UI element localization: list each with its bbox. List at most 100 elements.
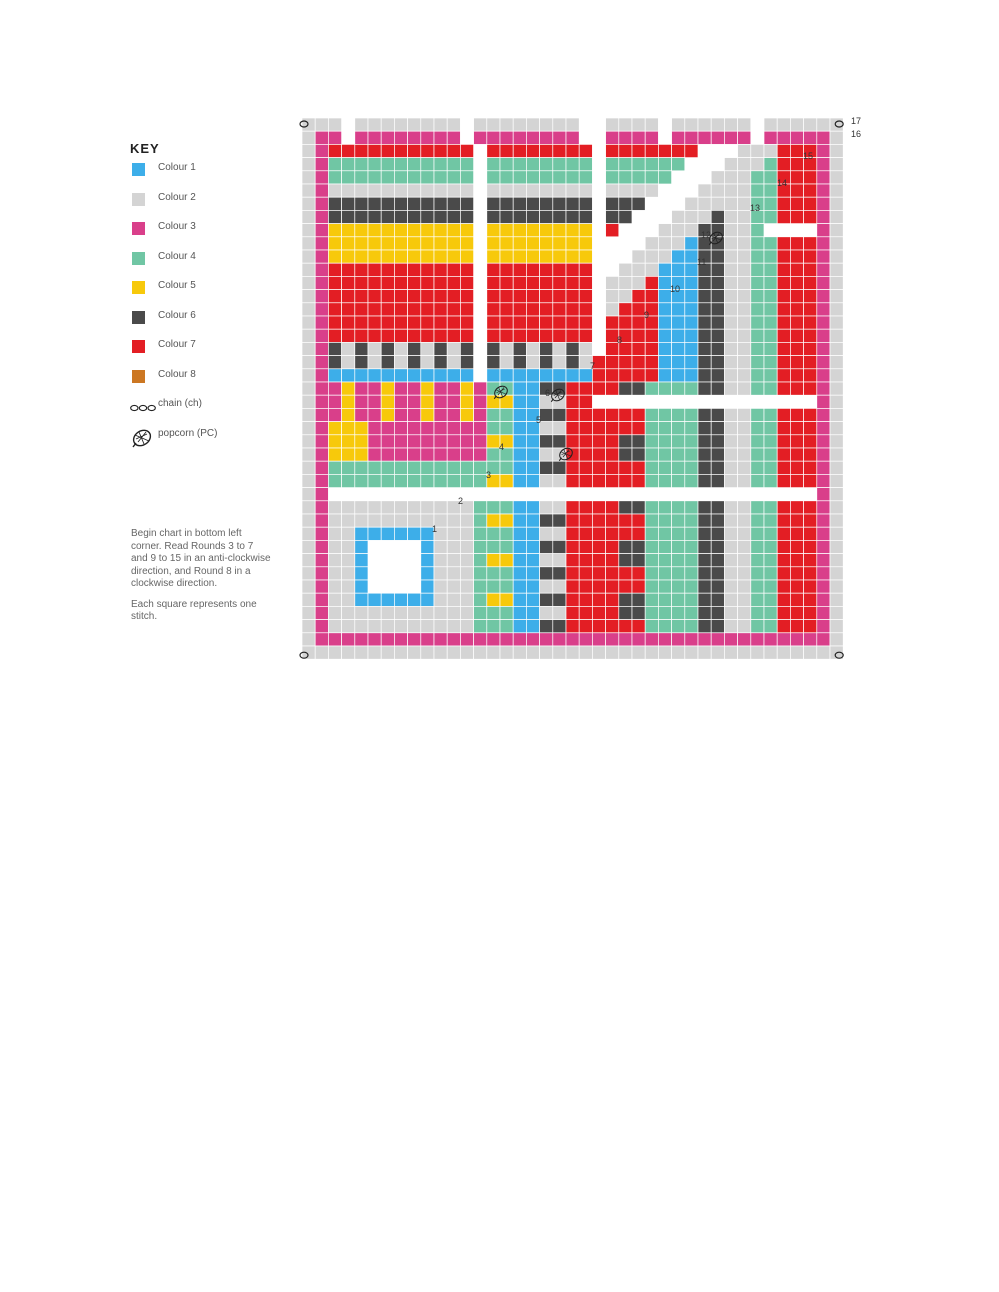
stitch-cell (816, 289, 831, 304)
stitch-cell (380, 276, 395, 290)
stitch-cell (486, 170, 501, 185)
stitch-cell (380, 619, 395, 634)
stitch-cell (565, 500, 580, 515)
stitch-cell (684, 302, 699, 317)
stitch-cell (671, 223, 686, 238)
stitch-cell (433, 645, 448, 660)
stitch-cell (512, 474, 527, 488)
stitch-cell (803, 328, 818, 343)
stitch-cell (314, 262, 329, 277)
stitch-cell (380, 144, 395, 158)
stitch-cell (420, 262, 435, 277)
stitch-cell (539, 447, 554, 462)
stitch-cell (671, 579, 686, 594)
stitch-cell (671, 262, 686, 277)
stitch-cell (354, 223, 369, 238)
stitch-cell (539, 315, 554, 330)
stitch-cell (644, 328, 659, 343)
stitch-cell (460, 144, 474, 158)
stitch-cell (658, 645, 672, 660)
stitch-cell (460, 170, 474, 185)
stitch-cell (328, 553, 342, 568)
stitch-cell (301, 342, 316, 356)
stitch-cell (565, 553, 580, 568)
key-item-colour-2: Colour 2 (130, 192, 300, 222)
stitch-cell (433, 236, 448, 251)
stitch-cell (433, 540, 448, 554)
stitch-cell (539, 236, 554, 251)
stitch-cell (658, 526, 672, 541)
stitch-cell (684, 434, 699, 449)
stitch-cell (618, 315, 633, 330)
stitch-cell (526, 619, 540, 634)
stitch-cell (605, 276, 620, 290)
stitch-cell (803, 355, 818, 370)
stitch-cell (539, 513, 554, 528)
stitch-cell (578, 434, 593, 449)
stitch-cell (684, 645, 699, 660)
stitch-cell (539, 289, 554, 304)
stitch-cell (446, 276, 461, 290)
stitch-cell (394, 157, 408, 172)
stitch-cell (697, 421, 712, 436)
stitch-cell (724, 632, 738, 647)
stitch-cell (394, 368, 408, 383)
stitch-cell (394, 236, 408, 251)
stitch-cell (539, 262, 554, 277)
stitch-cell (314, 421, 329, 436)
stitch-cell (776, 117, 791, 132)
stitch-cell (380, 408, 395, 422)
stitch-cell (407, 183, 422, 198)
stitch-cell (763, 447, 778, 462)
stitch-cell (486, 210, 501, 224)
stitch-cell (763, 157, 778, 172)
stitch-cell (301, 447, 316, 462)
stitch-cell (328, 328, 342, 343)
stitch-cell (486, 645, 501, 660)
stitch-cell (737, 249, 752, 264)
stitch-cell (394, 447, 408, 462)
stitch-cell (790, 196, 804, 211)
stitch-cell (486, 130, 501, 145)
stitch-cell (724, 619, 738, 634)
stitch-cell (314, 170, 329, 185)
stitch-cell (552, 262, 567, 277)
stitch-cell (446, 474, 461, 488)
stitch-cell (512, 408, 527, 422)
stitch-cell (684, 619, 699, 634)
stitch-cell (539, 526, 554, 541)
stitch-cell (446, 619, 461, 634)
stitch-cell (724, 606, 738, 620)
key-title: KEY (130, 141, 160, 156)
stitch-cell (473, 421, 488, 436)
stitch-cell (512, 302, 527, 317)
stitch-cell (526, 144, 540, 158)
stitch-cell (301, 408, 316, 422)
stitch-cell (803, 460, 818, 475)
stitch-cell (473, 500, 488, 515)
stitch-cell (354, 500, 369, 515)
stitch-cell (724, 183, 738, 198)
stitch-cell (460, 553, 474, 568)
stitch-cell (724, 117, 738, 132)
stitch-cell (565, 276, 580, 290)
stitch-cell (750, 526, 765, 541)
stitch-cell (816, 447, 831, 462)
stitch-cell (301, 157, 316, 172)
colour-legend: Colour 1 Colour 2 Colour 3 Colour 4 Colour 5… (130, 162, 300, 398)
stitch-cell (473, 381, 488, 396)
stitch-cell (697, 526, 712, 541)
stitch-cell (829, 553, 844, 568)
stitch-cell (697, 592, 712, 607)
stitch-cell (763, 408, 778, 422)
stitch-cell (618, 606, 633, 620)
stitch-cell (328, 196, 342, 211)
stitch-cell (750, 355, 765, 370)
stitch-cell (644, 540, 659, 554)
stitch-cell (737, 170, 752, 185)
stitch-cell (710, 619, 725, 634)
stitch-cell (578, 315, 593, 330)
stitch-cell (433, 619, 448, 634)
stitch-cell (671, 500, 686, 515)
stitch-cell (526, 289, 540, 304)
